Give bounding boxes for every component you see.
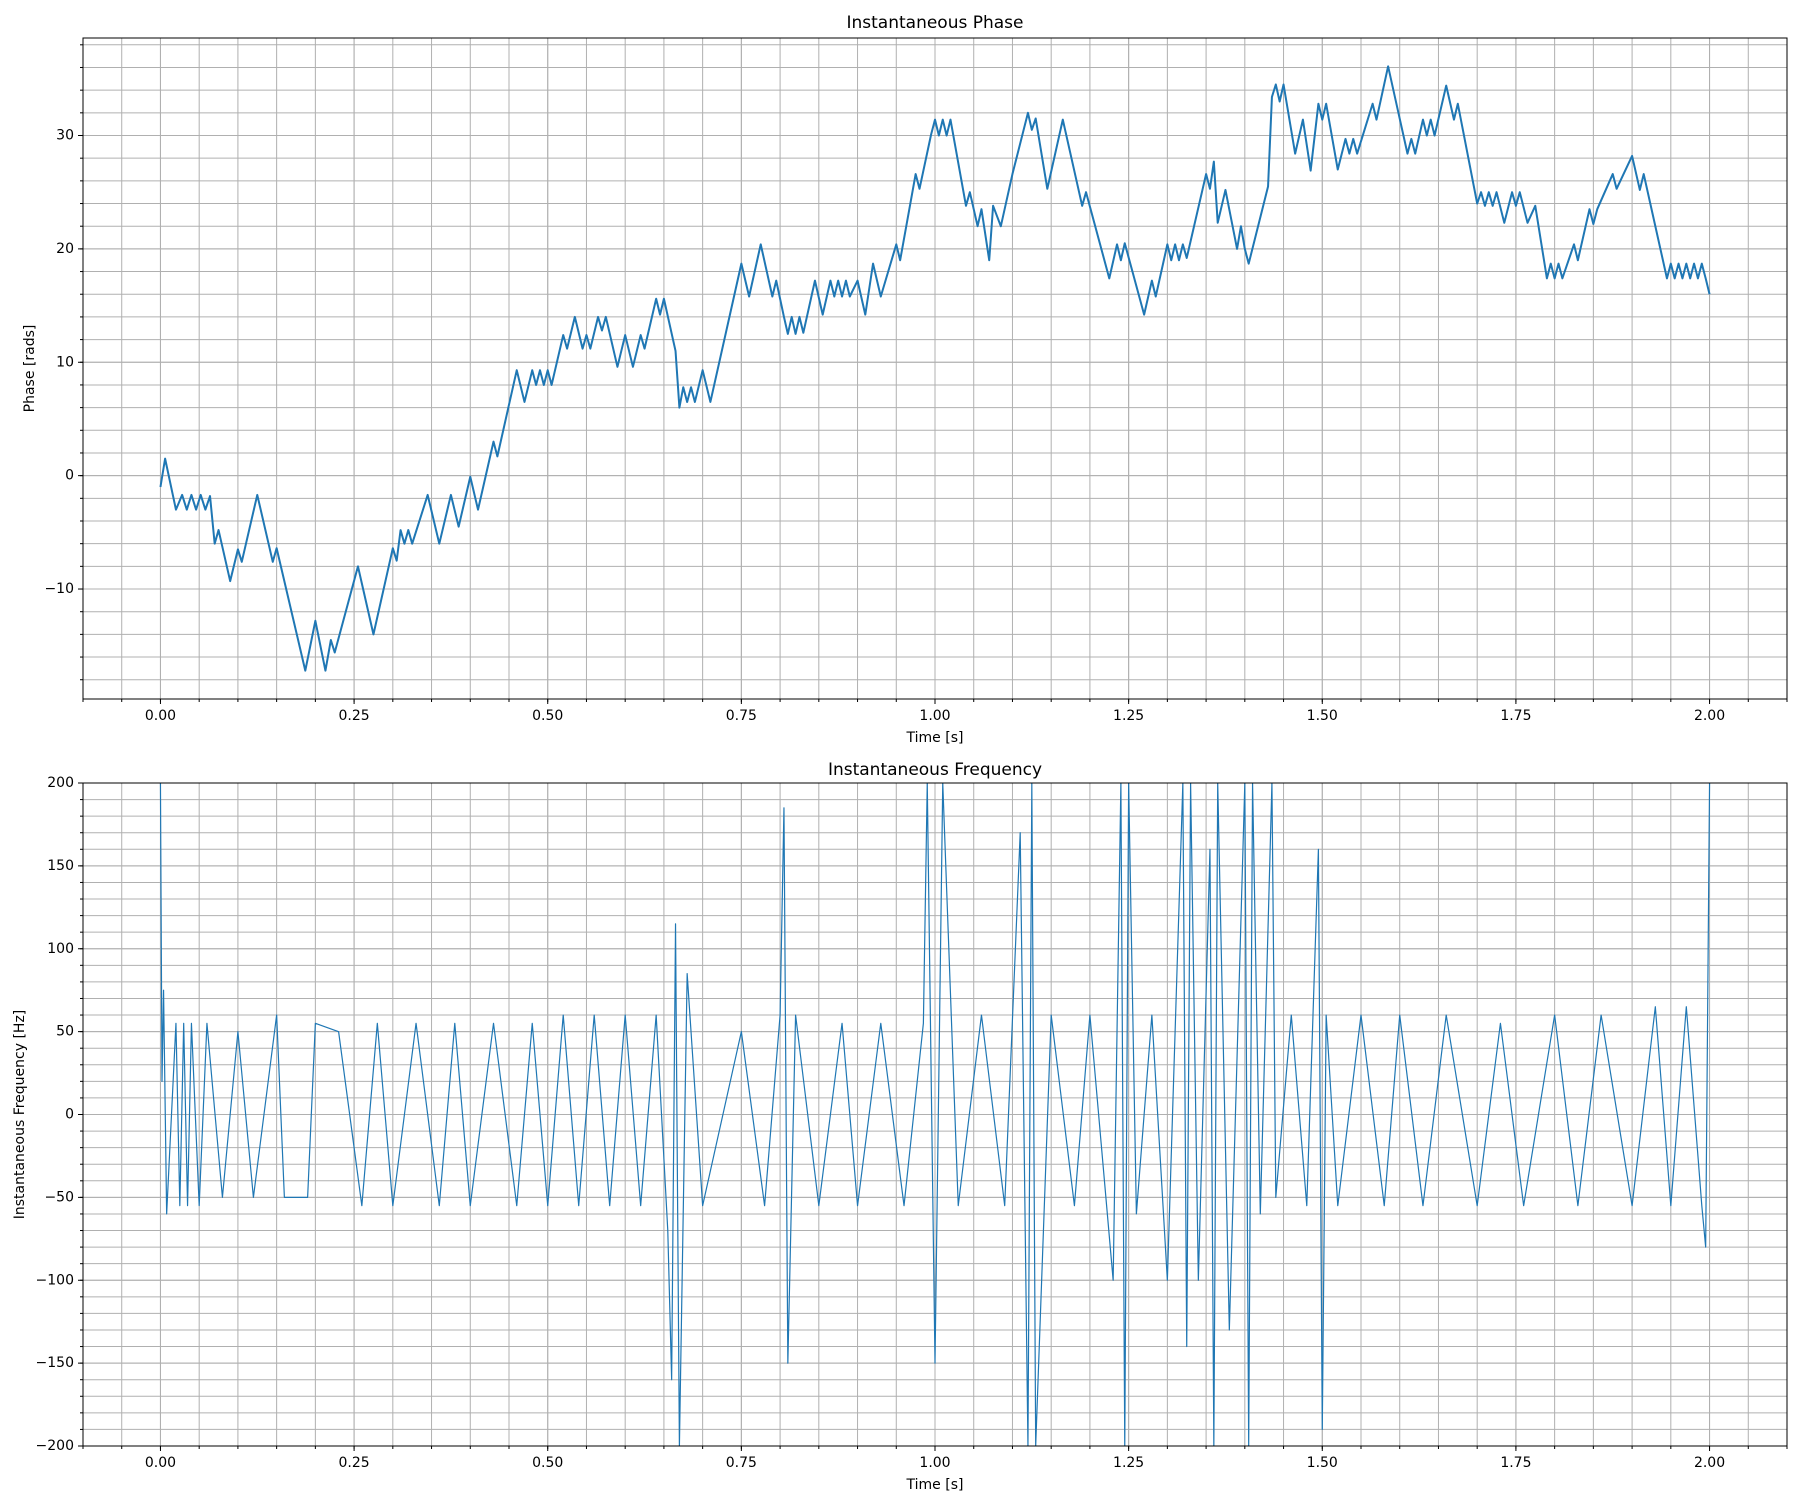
y-tick-label: 0 (65, 468, 74, 484)
y-tick-label: 0 (65, 1107, 74, 1123)
y-tick-label: 150 (47, 858, 74, 874)
x-tick-label: 0.50 (532, 1455, 563, 1471)
x-tick-label: 1.75 (1500, 708, 1531, 724)
data-line (159, 783, 1711, 1446)
x-tick-label: 0.00 (145, 1455, 176, 1471)
x-tick-label: 1.75 (1500, 1455, 1531, 1471)
y-tick-label: 50 (56, 1024, 74, 1040)
x-tick-label: 2.00 (1694, 708, 1725, 724)
chart-title: Instantaneous Phase (846, 13, 1023, 33)
x-tick-label: 1.25 (1113, 708, 1144, 724)
x-axis-label: Time [s] (906, 730, 964, 746)
y-tick-label: −200 (36, 1438, 74, 1454)
x-tick-label: 1.25 (1113, 1455, 1144, 1471)
axes-frame (82, 37, 1788, 700)
x-tick-label: 0.75 (726, 708, 757, 724)
y-tick-label: −50 (44, 1189, 74, 1205)
panel: 0.00 0.25 0.50 0.75 1.00 1.25 1.50 1.75 2.00 −10 0… (22, 13, 1788, 746)
x-tick-label: 0.75 (726, 1455, 757, 1471)
y-tick-label: −150 (36, 1355, 74, 1371)
x-tick-label: 1.50 (1307, 1455, 1338, 1471)
panel: 0.00 0.25 0.50 0.75 1.00 1.25 1.50 1.75 2.00 −200… (12, 760, 1788, 1493)
x-tick-label: 0.50 (532, 708, 563, 724)
x-tick-label: 1.00 (919, 1455, 950, 1471)
y-tick-label: 200 (47, 775, 74, 791)
x-tick-label: 1.50 (1307, 708, 1338, 724)
y-axis-label: Phase [rads] (22, 325, 38, 413)
y-tick-label: 100 (47, 941, 74, 957)
y-tick-label: 10 (56, 354, 74, 370)
y-tick-label: −10 (44, 581, 74, 597)
y-axis-label: Instantaneous Frequency [Hz] (12, 1010, 28, 1220)
x-tick-label: 0.25 (339, 708, 370, 724)
y-tick-label: 20 (56, 241, 74, 257)
x-tick-label: 0.00 (145, 708, 176, 724)
axes-frame (82, 782, 1788, 1447)
y-tick-label: 30 (56, 128, 74, 144)
y-tick-label: −100 (36, 1272, 74, 1288)
data-line (159, 65, 1711, 672)
x-tick-label: 1.00 (919, 708, 950, 724)
x-tick-label: 0.25 (339, 1455, 370, 1471)
x-tick-label: 2.00 (1694, 1455, 1725, 1471)
chart-title: Instantaneous Frequency (828, 760, 1042, 780)
x-axis-label: Time [s] (906, 1477, 964, 1493)
